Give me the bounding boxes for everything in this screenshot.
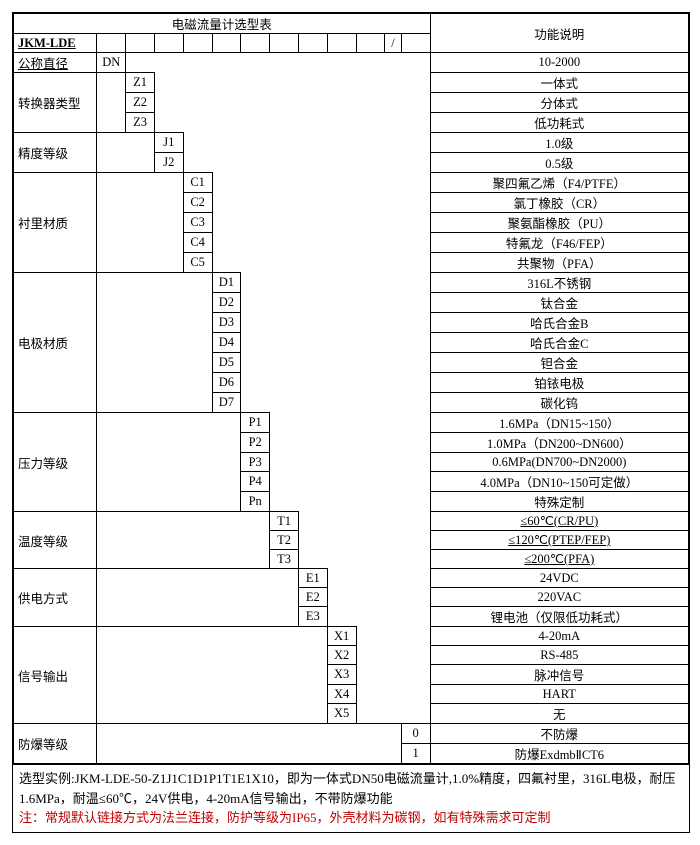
param-elec: 电极材质 [14,273,97,413]
footer: 选型实例:JKM-LDE-50-Z1J1C1D1P1T1E1X10，即为一体式D… [13,764,689,832]
model-code: JKM-LDE [14,34,97,53]
header-row: 电磁流量计选型表 功能说明 [14,14,689,34]
table-title: 电磁流量计选型表 [14,14,431,34]
desc-header: 功能说明 [430,14,688,53]
param-ex: 防爆等级 [14,724,97,764]
code-dn: DN [97,53,126,73]
table: 电磁流量计选型表 功能说明 JKM-LDE / 公称直径 DN 10-2000 … [13,13,689,764]
param-signal: 信号输出 [14,627,97,724]
param-press: 压力等级 [14,413,97,512]
param-acc: 精度等级 [14,133,97,173]
footer-example: 选型实例:JKM-LDE-50-Z1J1C1D1P1T1E1X10，即为一体式D… [19,769,683,808]
selection-table: 电磁流量计选型表 功能说明 JKM-LDE / 公称直径 DN 10-2000 … [12,12,690,833]
desc-dn: 10-2000 [430,53,688,73]
param-temp: 温度等级 [14,512,97,569]
param-conv: 转换器类型 [14,73,97,133]
param-power: 供电方式 [14,569,97,627]
param-liner: 衬里材质 [14,173,97,273]
slash: / [385,34,401,53]
footer-note: 注：常规默认链接方式为法兰连接，防护等级为IP65，外壳材料为碳钢，如有特殊需求… [19,808,683,828]
param-dn: 公称直径 [14,53,97,73]
